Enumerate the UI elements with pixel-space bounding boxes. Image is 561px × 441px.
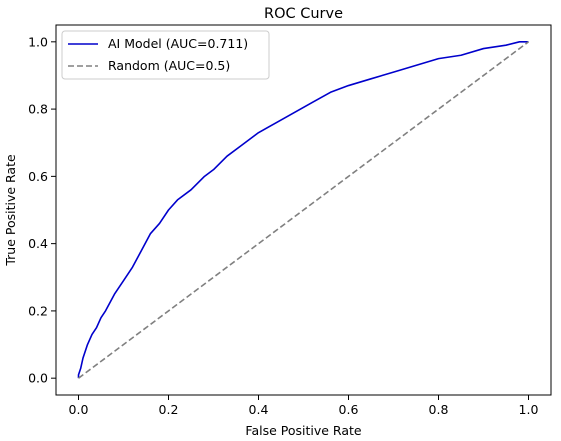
legend-label-random: Random (AUC=0.5): [108, 58, 230, 73]
x-tick-label: 0.4: [249, 402, 269, 417]
y-tick-label: 0.6: [28, 169, 48, 184]
x-axis-label: False Positive Rate: [245, 423, 361, 438]
y-tick-label: 0.4: [28, 236, 48, 251]
series-layer: [77, 41, 529, 379]
x-tick-label: 1.0: [519, 402, 539, 417]
y-tick-label: 1.0: [28, 34, 48, 49]
chart-title: ROC Curve: [264, 6, 343, 22]
y-axis-label: True Positive Rate: [3, 154, 18, 267]
y-axis-ticks: 0.0 0.2 0.4 0.6 0.8 1.0: [28, 34, 56, 386]
x-tick-label: 0.0: [69, 402, 89, 417]
x-tick-label: 0.8: [429, 402, 449, 417]
legend: AI Model (AUC=0.711) Random (AUC=0.5): [61, 30, 270, 80]
x-tick-label: 0.2: [159, 402, 179, 417]
y-tick-label: 0.0: [28, 371, 48, 386]
series-line-random: [78, 41, 529, 379]
plot-frame: [55, 24, 552, 396]
legend-box: [61, 30, 270, 80]
x-axis-ticks: 0.0 0.2 0.4 0.6 0.8 1.0: [69, 395, 539, 417]
legend-label-ai-model: AI Model (AUC=0.711): [108, 36, 248, 51]
x-tick-label: 0.6: [339, 402, 359, 417]
y-tick-label: 0.2: [28, 303, 48, 318]
series-line-ai-model: [77, 41, 529, 379]
y-tick-label: 0.8: [28, 102, 48, 117]
